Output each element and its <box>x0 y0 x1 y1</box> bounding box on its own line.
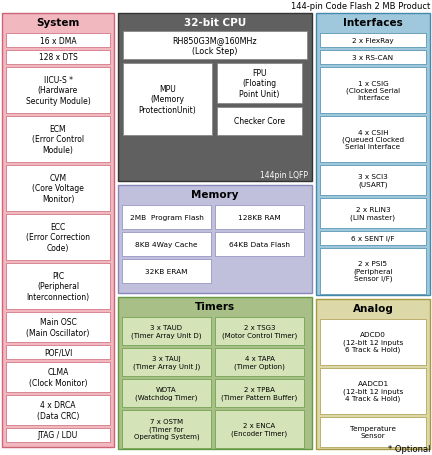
Bar <box>6 117 110 162</box>
Text: POF/LVI: POF/LVI <box>44 348 72 357</box>
Bar <box>320 51 426 65</box>
Bar <box>320 34 426 48</box>
Text: 2 x TPBA
(Timer Pattern Buffer): 2 x TPBA (Timer Pattern Buffer) <box>221 386 298 400</box>
Bar <box>123 32 307 60</box>
Text: WDTA
(Watchdog Timer): WDTA (Watchdog Timer) <box>135 386 198 400</box>
Bar <box>6 68 110 114</box>
Text: CVM
(Core Voltage
Monitor): CVM (Core Voltage Monitor) <box>32 174 84 203</box>
Text: MPU
(Memory
ProtectionUnit): MPU (Memory ProtectionUnit) <box>139 85 197 115</box>
Text: System: System <box>36 18 79 28</box>
Bar <box>122 410 211 448</box>
Text: 2 x FlexRay: 2 x FlexRay <box>352 38 394 44</box>
Bar <box>122 259 211 283</box>
Bar <box>122 348 211 376</box>
Bar <box>320 417 426 447</box>
Bar <box>320 198 426 228</box>
Text: 6 x SENT I/F: 6 x SENT I/F <box>351 236 395 242</box>
Bar <box>6 428 110 442</box>
Text: ECC
(Error Correction
Code): ECC (Error Correction Code) <box>26 222 90 253</box>
Text: 144-pin Code Flash 2 MB Product: 144-pin Code Flash 2 MB Product <box>291 2 430 11</box>
Bar <box>122 206 211 229</box>
Bar <box>123 64 212 136</box>
Text: ECM
(Error Control
Module): ECM (Error Control Module) <box>32 125 84 155</box>
Bar <box>6 345 110 359</box>
Text: Temperature
Sensor: Temperature Sensor <box>350 425 396 439</box>
Bar <box>2 14 114 447</box>
Bar <box>122 317 211 345</box>
Bar <box>217 64 302 104</box>
Text: FPU
(Floating
Point Unit): FPU (Floating Point Unit) <box>239 69 280 99</box>
Bar <box>320 248 426 294</box>
Bar <box>6 166 110 212</box>
Text: CLMA
(Clock Monitor): CLMA (Clock Monitor) <box>29 368 87 387</box>
Bar <box>316 299 430 449</box>
Text: 32KB ERAM: 32KB ERAM <box>145 268 188 274</box>
Text: AADCD1
(12-bit 12 inputs
4 Track & Hold): AADCD1 (12-bit 12 inputs 4 Track & Hold) <box>343 381 403 402</box>
Text: 3 x TAUD
(Timer Array Unit D): 3 x TAUD (Timer Array Unit D) <box>131 324 202 338</box>
Bar <box>6 51 110 65</box>
Text: 7 x OSTM
(Timer for
Operating System): 7 x OSTM (Timer for Operating System) <box>133 419 199 440</box>
Bar <box>6 263 110 309</box>
Text: Memory: Memory <box>191 190 239 200</box>
Text: 32-bit CPU: 32-bit CPU <box>184 18 246 28</box>
Text: 4 x DRCA
(Data CRC): 4 x DRCA (Data CRC) <box>37 400 79 420</box>
Text: * Optional: * Optional <box>388 444 430 453</box>
Text: Checker Core: Checker Core <box>234 117 285 126</box>
Text: 128 x DTS: 128 x DTS <box>38 53 77 62</box>
Bar <box>6 214 110 260</box>
Text: 3 x SCI3
(USART): 3 x SCI3 (USART) <box>358 174 388 187</box>
Bar <box>320 232 426 245</box>
Bar <box>215 379 304 407</box>
Bar <box>316 14 430 295</box>
Text: 64KB Data Flash: 64KB Data Flash <box>229 242 290 248</box>
Bar <box>320 368 426 414</box>
Bar <box>118 14 312 182</box>
Text: Timers: Timers <box>195 301 235 311</box>
Text: 3 x TAUJ
(Timer Array Unit J): 3 x TAUJ (Timer Array Unit J) <box>133 355 200 369</box>
Text: 2 x ENCA
(Encoder Timer): 2 x ENCA (Encoder Timer) <box>232 422 288 436</box>
Text: Main OSC
(Main Oscillator): Main OSC (Main Oscillator) <box>26 318 90 337</box>
Bar <box>215 233 304 257</box>
Text: Analog: Analog <box>353 303 394 313</box>
Bar <box>217 108 302 136</box>
Text: 1 x CSIG
(Clocked Serial
Interface: 1 x CSIG (Clocked Serial Interface <box>346 81 400 101</box>
Text: PIC
(Peripheral
Interconnection): PIC (Peripheral Interconnection) <box>26 272 89 301</box>
Text: Interfaces: Interfaces <box>343 18 403 28</box>
Text: 2MB  Program Flash: 2MB Program Flash <box>130 214 203 221</box>
Text: JTAG / LDU: JTAG / LDU <box>38 430 78 440</box>
Bar <box>6 395 110 425</box>
Bar <box>215 206 304 229</box>
Bar <box>215 410 304 448</box>
Bar <box>6 312 110 342</box>
Text: RH850G3M@160MHz
(Lock Step): RH850G3M@160MHz (Lock Step) <box>173 36 257 56</box>
Text: ADCD0
(12-bit 12 inputs
6 Track & Hold): ADCD0 (12-bit 12 inputs 6 Track & Hold) <box>343 332 403 353</box>
Bar <box>215 317 304 345</box>
Text: 16 x DMA: 16 x DMA <box>40 36 76 46</box>
Text: 144pin LQFP: 144pin LQFP <box>260 171 308 180</box>
Bar <box>6 34 110 48</box>
Bar <box>6 362 110 392</box>
Bar <box>118 186 312 293</box>
Bar <box>215 348 304 376</box>
Text: 128KB RAM: 128KB RAM <box>238 214 281 221</box>
Text: 4 x CSIH
(Queued Clocked
Serial Interface: 4 x CSIH (Queued Clocked Serial Interfac… <box>342 130 404 150</box>
Text: IICU-S *
(Hardware
Security Module): IICU-S * (Hardware Security Module) <box>25 76 90 106</box>
Text: 2 x TSG3
(Motor Control Timer): 2 x TSG3 (Motor Control Timer) <box>222 324 297 338</box>
Text: 2 x RLIN3
(LIN master): 2 x RLIN3 (LIN master) <box>350 207 396 220</box>
Bar <box>320 68 426 114</box>
Bar <box>122 233 211 257</box>
Text: 3 x RS-CAN: 3 x RS-CAN <box>353 55 394 61</box>
Text: 8KB 4Way Cache: 8KB 4Way Cache <box>135 242 198 248</box>
Bar <box>320 117 426 162</box>
Text: 2 x PSI5
(Peripheral
Sensor I/F): 2 x PSI5 (Peripheral Sensor I/F) <box>353 261 393 282</box>
Text: 4 x TAPA
(Timer Option): 4 x TAPA (Timer Option) <box>234 355 285 369</box>
Bar <box>320 166 426 196</box>
Bar <box>118 298 312 449</box>
Bar <box>122 379 211 407</box>
Bar <box>320 319 426 365</box>
